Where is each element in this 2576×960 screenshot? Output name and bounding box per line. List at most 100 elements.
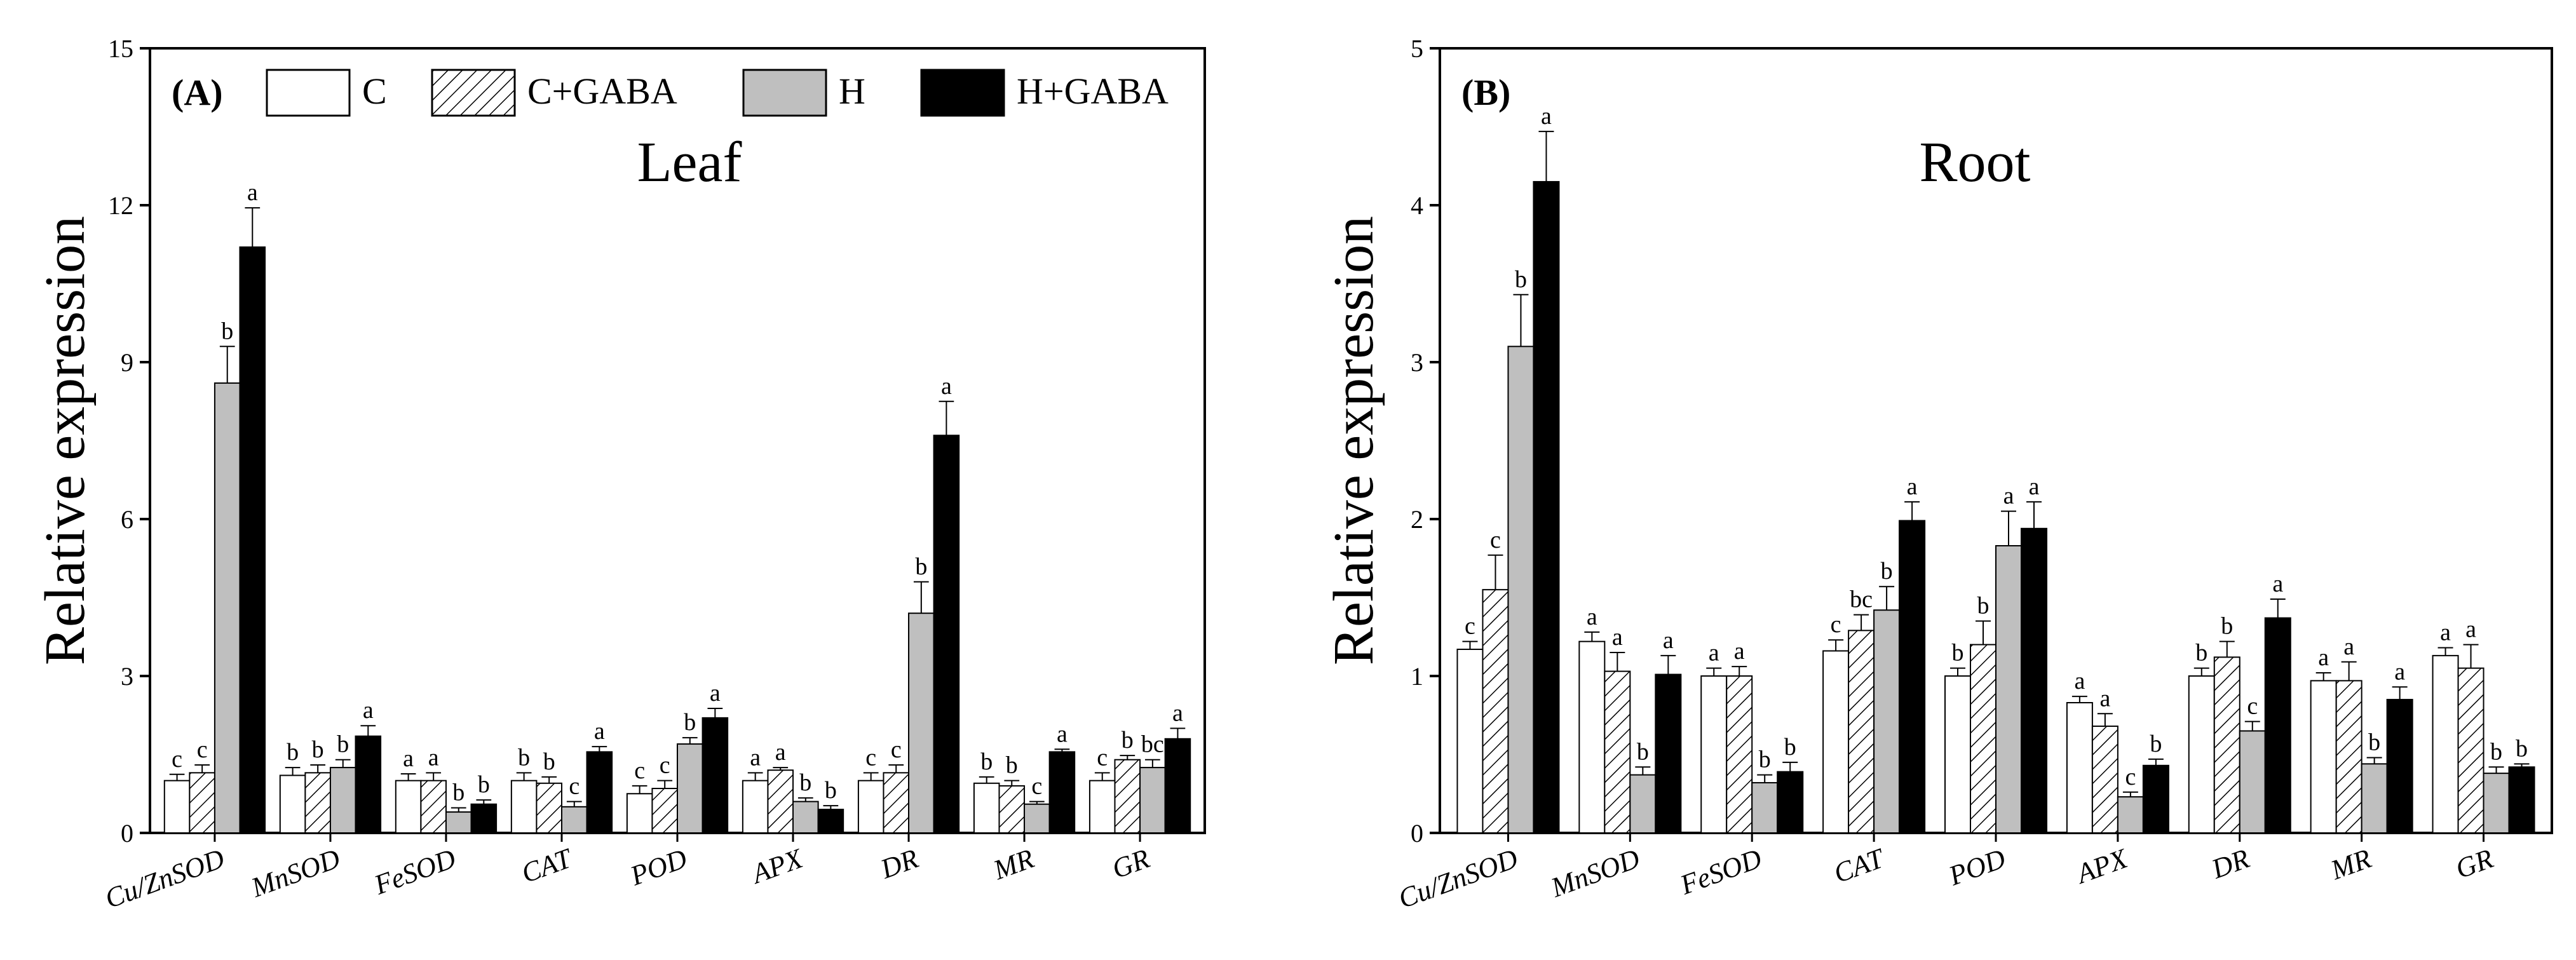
leaf-bar <box>420 780 447 834</box>
root-bar <box>2508 766 2535 834</box>
leaf-chart-title: Leaf <box>637 131 742 194</box>
leaf-category-label: FeSOD <box>370 842 460 901</box>
leaf-significance-label: c <box>569 773 580 800</box>
leaf-significance-label: b <box>287 739 299 766</box>
root-y-tick-label: 0 <box>1411 819 1423 848</box>
root-significance-label: a <box>1587 604 1597 630</box>
root-significance-label: b <box>1784 734 1796 761</box>
leaf-bar <box>1164 738 1191 834</box>
leaf-y-tick-label: 9 <box>121 348 133 377</box>
leaf-bar <box>702 717 729 834</box>
leaf-bar <box>1048 751 1076 834</box>
root-significance-label: c <box>2247 693 2258 720</box>
root-significance-label: a <box>2394 658 2405 685</box>
leaf-bar <box>189 772 215 834</box>
leaf-significance-label: b <box>337 731 349 758</box>
leaf-panel-label: (A) <box>172 72 223 113</box>
root-significance-label: b <box>2490 738 2502 765</box>
leaf-bar <box>626 793 653 834</box>
leaf-significance-label: c <box>891 736 902 763</box>
leaf-bar <box>355 735 382 834</box>
leaf-category-label: GR <box>1108 842 1154 884</box>
root-significance-label: a <box>2318 644 2329 671</box>
leaf-significance-label: b <box>980 748 993 775</box>
root-bar <box>1655 673 1682 834</box>
root-bar <box>1726 675 1753 834</box>
root-significance-label: c <box>1465 613 1475 640</box>
root-bar <box>2483 773 2510 834</box>
root-significance-label: a <box>2003 483 2014 510</box>
root-bar <box>1604 670 1631 834</box>
root-significance-label: b <box>2368 729 2380 755</box>
leaf-significance-label: b <box>518 744 530 771</box>
root-significance-label: b <box>1637 738 1649 765</box>
leaf-bar <box>908 612 935 834</box>
leaf-significance-label: b <box>684 709 696 736</box>
root-category-label: FeSOD <box>1676 842 1766 901</box>
leaf-category-label: DR <box>876 842 923 884</box>
root-bar <box>1944 675 1971 834</box>
leaf-bar <box>279 774 306 834</box>
leaf-significance-label: b <box>543 748 555 775</box>
root-category-label: DR <box>2207 842 2253 884</box>
leaf-bar <box>239 246 266 834</box>
root-bar <box>2021 527 2047 834</box>
root-significance-label: b <box>1952 640 1964 666</box>
leaf-category-label: Cu/ZnSOD <box>101 842 229 914</box>
root-significance-label: a <box>2465 616 2476 643</box>
root-category-label: MnSOD <box>1547 842 1644 903</box>
root-significance-label: b <box>1759 747 1771 773</box>
legend-label: C+GABA <box>527 71 677 112</box>
leaf-y-tick-label: 6 <box>121 505 133 534</box>
root-significance-label: b <box>2516 735 2528 762</box>
root-significance-label: c <box>1490 527 1501 553</box>
root-significance-label: a <box>1541 103 1552 130</box>
root-bar <box>2335 680 2362 834</box>
leaf-bar <box>933 435 960 834</box>
leaf-significance-label: c <box>1097 744 1108 771</box>
root-category-label: APX <box>2071 842 2132 890</box>
legend-swatch <box>742 69 827 117</box>
root-y-axis-label: Relative expression <box>1322 216 1385 665</box>
root-significance-label: a <box>2029 473 2040 500</box>
leaf-bar <box>677 743 703 834</box>
root-bar <box>2386 699 2413 834</box>
root-significance-label: b <box>1881 558 1893 585</box>
leaf-category-label: MnSOD <box>247 842 344 903</box>
root-category-label: Cu/ZnSOD <box>1394 842 1522 914</box>
leaf-bar <box>857 780 885 834</box>
root-significance-label: a <box>1734 638 1745 665</box>
leaf-bar <box>883 772 910 834</box>
root-bar <box>2091 726 2118 834</box>
root-category-label: MR <box>2326 842 2376 886</box>
root-significance-label: a <box>1907 473 1918 500</box>
root-bar <box>1456 649 1484 834</box>
root-bar <box>1533 180 1560 834</box>
leaf-significance-label: bc <box>1141 731 1164 758</box>
leaf-significance-label: a <box>941 373 952 400</box>
root-significance-label: a <box>2272 571 2283 597</box>
root-y-tick-label: 2 <box>1411 505 1423 534</box>
root-panel-label: (B) <box>1461 72 1510 113</box>
leaf-bar <box>1114 759 1141 834</box>
root-bar <box>1629 774 1657 834</box>
root-significance-label: a <box>2074 668 2085 694</box>
leaf-significance-label: a <box>710 680 721 706</box>
leaf-bar <box>395 780 422 834</box>
leaf-significance-label: a <box>775 739 786 766</box>
leaf-significance-label: b <box>478 771 490 798</box>
root-bar <box>2213 656 2240 834</box>
leaf-bar <box>792 801 819 834</box>
leaf-bar <box>510 780 538 834</box>
root-bar <box>1751 781 1779 834</box>
legend-label: H+GABA <box>1017 71 1169 112</box>
root-bar <box>1970 644 1996 834</box>
leaf-significance-label: b <box>1006 752 1018 779</box>
root-bar <box>2264 617 2291 834</box>
leaf-significance-label: a <box>428 744 439 771</box>
leaf-significance-label: c <box>634 757 645 784</box>
leaf-significance-label: b <box>221 318 233 344</box>
leaf-y-tick-label: 3 <box>121 662 133 691</box>
